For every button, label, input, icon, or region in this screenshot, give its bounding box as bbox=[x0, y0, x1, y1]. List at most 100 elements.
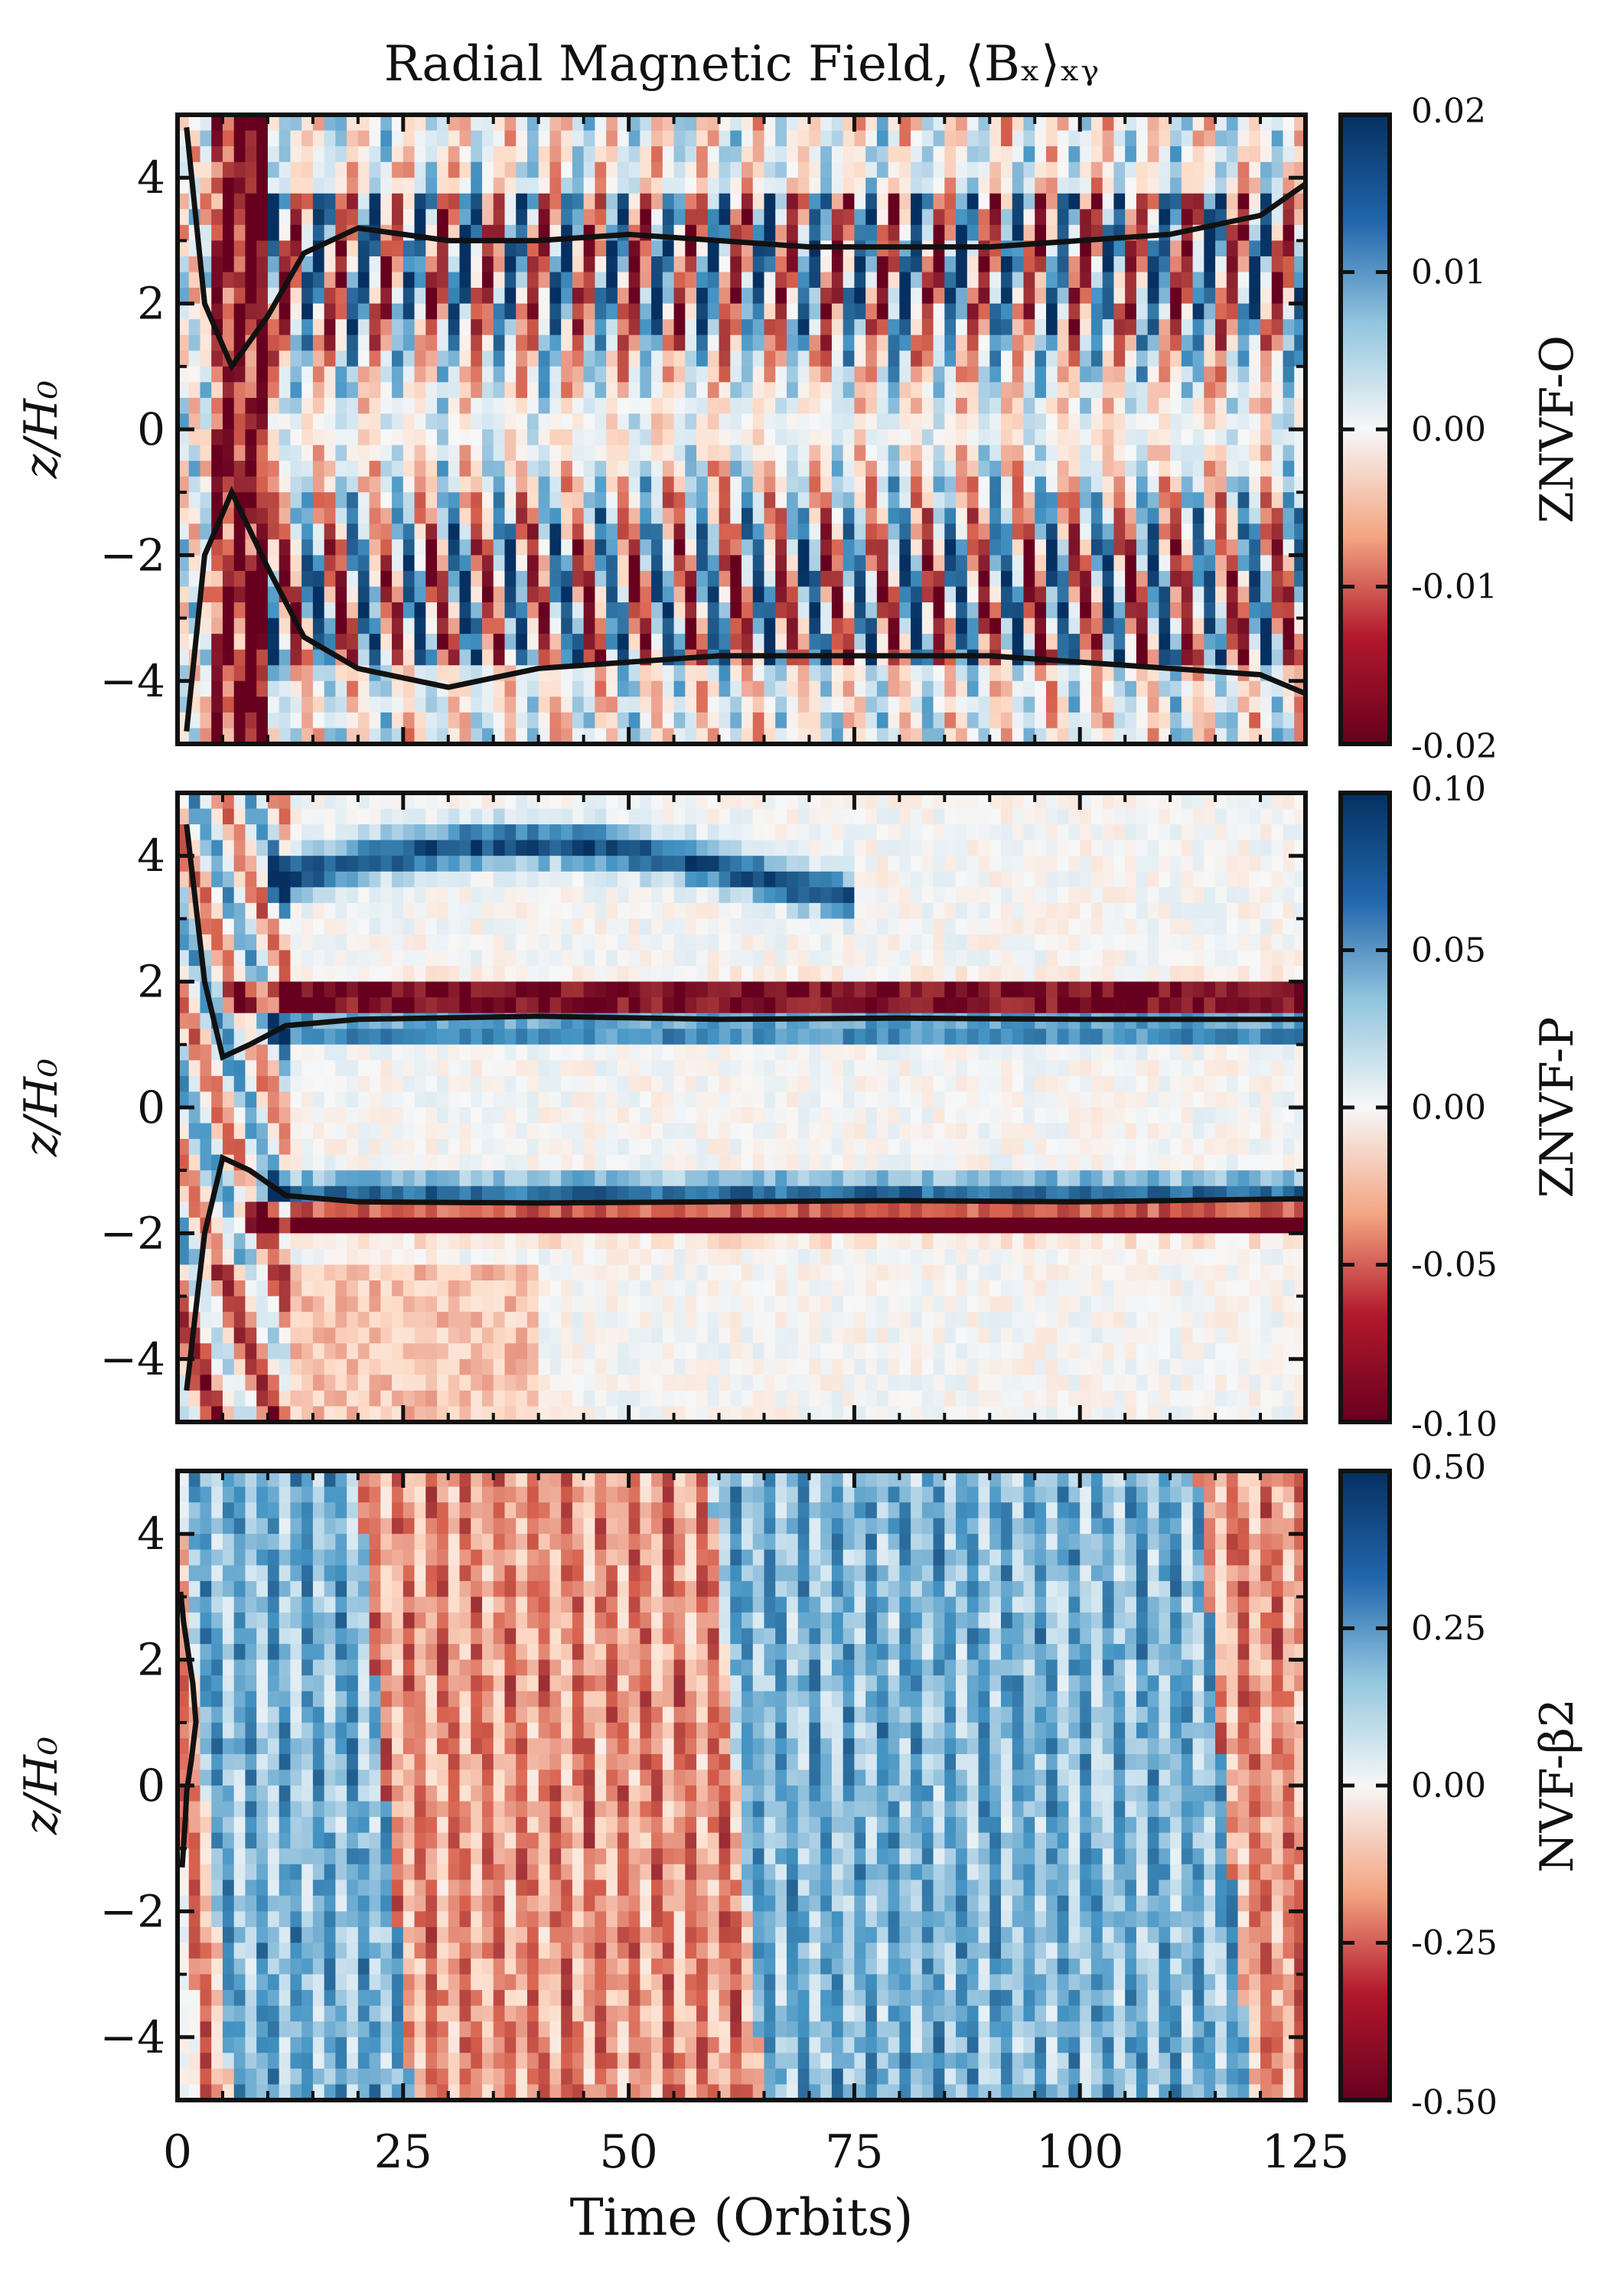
heatmap-cell bbox=[256, 665, 269, 682]
heatmap-cell bbox=[911, 193, 923, 210]
heatmap-cell bbox=[233, 1280, 246, 1297]
heatmap-cell bbox=[1204, 476, 1216, 493]
heatmap-cell bbox=[538, 209, 551, 226]
heatmap-cell bbox=[831, 555, 844, 572]
heatmap-cell bbox=[876, 555, 889, 572]
heatmap-cell bbox=[809, 476, 821, 493]
heatmap-cell bbox=[211, 366, 223, 383]
heatmap-cell bbox=[414, 161, 426, 178]
heatmap-cell bbox=[392, 523, 404, 540]
heatmap-cell bbox=[347, 871, 359, 888]
heatmap-cell bbox=[786, 146, 799, 163]
heatmap-cell bbox=[685, 288, 697, 305]
heatmap-cell bbox=[1170, 476, 1182, 493]
heatmap-cell bbox=[820, 146, 833, 163]
heatmap-cell bbox=[1294, 492, 1305, 509]
heatmap-cell bbox=[267, 680, 280, 697]
heatmap-cell bbox=[797, 618, 810, 634]
heatmap-cell bbox=[1249, 492, 1261, 509]
heatmap-cell bbox=[752, 366, 765, 383]
heatmap-cell bbox=[606, 461, 618, 478]
heatmap-cell bbox=[302, 1233, 314, 1250]
heatmap-cell bbox=[572, 476, 585, 493]
heatmap-cell bbox=[572, 256, 585, 273]
heatmap-cell bbox=[1023, 224, 1035, 241]
heatmap-cell bbox=[1294, 209, 1305, 226]
heatmap-cell bbox=[673, 476, 686, 493]
heatmap-cell bbox=[335, 1123, 347, 1140]
heatmap-cell bbox=[222, 1029, 235, 1045]
heatmap-cell bbox=[843, 334, 855, 351]
heatmap-cell bbox=[640, 209, 652, 226]
heatmap-cell bbox=[200, 680, 212, 697]
heatmap-cell bbox=[312, 1060, 325, 1077]
heatmap-cell bbox=[233, 366, 246, 383]
heatmap-cell bbox=[730, 429, 742, 446]
heatmap-cell bbox=[312, 696, 325, 713]
heatmap-cell bbox=[437, 586, 449, 603]
heatmap-cell bbox=[245, 1013, 257, 1029]
heatmap-cell bbox=[742, 507, 754, 524]
heatmap-cell bbox=[245, 570, 257, 588]
heatmap-cell bbox=[380, 539, 393, 556]
heatmap-cell bbox=[459, 539, 471, 556]
heatmap-cell bbox=[707, 224, 720, 241]
heatmap-cell bbox=[989, 366, 1002, 383]
heatmap-cell bbox=[651, 696, 663, 713]
heatmap-cell bbox=[1170, 461, 1182, 478]
heatmap-cell bbox=[403, 1390, 416, 1407]
heatmap-cell bbox=[1090, 555, 1103, 572]
heatmap-cell bbox=[989, 492, 1002, 509]
heatmap-cell bbox=[471, 728, 483, 744]
heatmap-cell bbox=[448, 334, 461, 351]
heatmap-cell bbox=[752, 256, 765, 273]
heatmap-cell bbox=[481, 319, 494, 336]
heatmap-cell bbox=[1249, 712, 1261, 729]
heatmap-cell bbox=[1271, 555, 1284, 572]
heatmap-cell bbox=[425, 507, 438, 524]
heatmap-cell bbox=[256, 824, 269, 841]
heatmap-cell bbox=[719, 193, 731, 210]
y-tick-label: 2 bbox=[137, 278, 165, 330]
heatmap-cell bbox=[1012, 288, 1025, 305]
heatmap-cell bbox=[1023, 696, 1035, 713]
heatmap-cell bbox=[651, 492, 663, 509]
heatmap-cell bbox=[651, 539, 663, 556]
heatmap-cell bbox=[1147, 539, 1159, 556]
heatmap-cell bbox=[843, 492, 855, 509]
heatmap-cell bbox=[561, 178, 573, 194]
heatmap-cell bbox=[899, 602, 911, 619]
heatmap-cell bbox=[978, 272, 990, 289]
heatmap-cell bbox=[752, 429, 765, 446]
heatmap-cell bbox=[583, 146, 595, 163]
heatmap-cell bbox=[820, 539, 833, 556]
heatmap-cell bbox=[707, 602, 720, 619]
heatmap-cell bbox=[583, 351, 595, 367]
heatmap-cell bbox=[843, 461, 855, 478]
heatmap-cell bbox=[256, 461, 269, 478]
heatmap-cell bbox=[369, 429, 381, 446]
heatmap-cell bbox=[526, 272, 539, 289]
heatmap-cell bbox=[448, 224, 461, 241]
heatmap-cell bbox=[380, 1107, 393, 1124]
heatmap-cell bbox=[1090, 303, 1103, 320]
heatmap-cell bbox=[200, 397, 212, 415]
heatmap-cell bbox=[944, 334, 957, 351]
heatmap-cell bbox=[843, 397, 855, 415]
heatmap-cell bbox=[245, 1139, 257, 1156]
heatmap-cell bbox=[786, 523, 799, 540]
heatmap-cell bbox=[380, 1123, 393, 1140]
heatmap-cell bbox=[335, 240, 347, 257]
heatmap-cell bbox=[730, 696, 742, 713]
heatmap-cell bbox=[797, 507, 810, 524]
heatmap-cell bbox=[572, 649, 585, 666]
heatmap-cell bbox=[1226, 649, 1239, 666]
heatmap-cell bbox=[302, 1217, 314, 1234]
heatmap-cell bbox=[178, 1343, 190, 1360]
heatmap-cell bbox=[956, 288, 968, 305]
heatmap-cell bbox=[989, 712, 1002, 729]
heatmap-cell bbox=[538, 712, 551, 729]
heatmap-cell bbox=[966, 161, 980, 178]
heatmap-cell bbox=[865, 696, 878, 713]
heatmap-cell bbox=[1136, 712, 1149, 729]
